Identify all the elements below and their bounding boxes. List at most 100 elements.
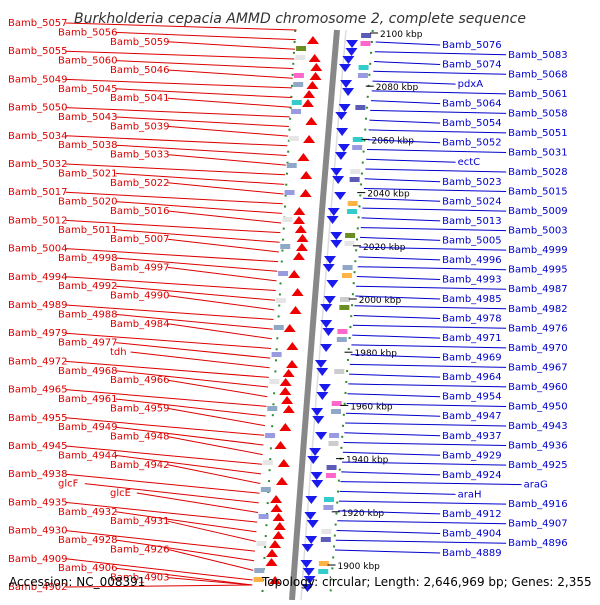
label-leader-line	[115, 31, 296, 41]
reverse-gene-arrow	[324, 256, 337, 264]
forward-gene-arrow	[289, 306, 302, 314]
label-leader-line	[364, 178, 441, 183]
label-leader-line	[167, 323, 272, 340]
gene-label-left: Bamb_5055	[8, 46, 68, 57]
gene-label-left: Bamb_4994	[8, 272, 68, 283]
label-leader-line	[65, 332, 272, 349]
label-leader-line	[335, 539, 507, 544]
reverse-gene-arrow	[334, 152, 347, 160]
label-leader-line	[374, 61, 441, 66]
label-leader-line	[65, 135, 288, 147]
gene-label-right: Bamb_5051	[508, 128, 568, 139]
label-leader-line	[65, 50, 295, 60]
gene-label-right: Bamb_4969	[442, 353, 502, 364]
label-leader-line	[65, 558, 253, 581]
label-leader-line	[349, 363, 507, 368]
cog-class-block	[336, 337, 347, 342]
forward-gene-arrow	[274, 441, 287, 449]
forward-gene-arrow	[288, 270, 301, 278]
gene-label-right: Bamb_4964	[442, 372, 502, 383]
cog-class-block	[296, 46, 307, 51]
label-leader-line	[167, 266, 277, 282]
gene-label-right: Bamb_5052	[442, 138, 502, 149]
forward-gene-arrow	[286, 360, 299, 368]
label-leader-line	[65, 360, 269, 378]
forward-gene-arrow	[299, 189, 312, 197]
gene-label-right: Bamb_5024	[442, 196, 502, 207]
tick-label: 2000 kbp	[359, 296, 402, 306]
gene-label-left: Bamb_5060	[58, 56, 118, 67]
forward-gene-arrow	[282, 405, 295, 413]
gene-label-left: Bamb_4989	[8, 300, 68, 311]
cog-class-block	[349, 177, 360, 182]
gene-label-left: tdh	[110, 347, 127, 358]
label-leader-line	[342, 451, 441, 456]
gene-label-right: Bamb_4954	[442, 392, 502, 403]
label-leader-line	[340, 481, 522, 486]
label-leader-line	[115, 60, 294, 70]
label-leader-line	[167, 548, 254, 571]
gene-label-right: Bamb_5068	[508, 69, 568, 80]
forward-gene-arrow	[294, 225, 307, 233]
reverse-gene-arrow	[327, 208, 340, 216]
label-leader-line	[367, 139, 441, 144]
cog-class-block	[291, 100, 302, 105]
tick-label: 1960 kbp	[350, 402, 393, 412]
cog-class-block	[323, 505, 334, 510]
cog-class-block	[318, 561, 329, 566]
reverse-gene-arrow	[332, 176, 345, 184]
forward-gene-arrow	[308, 54, 321, 62]
gene-label-left: Bamb_4992	[58, 281, 118, 292]
gene-label-left: Bamb_4906	[58, 563, 118, 574]
label-leader-line	[65, 248, 279, 263]
gene-label-left: Bamb_4932	[58, 507, 118, 518]
label-leader-line	[115, 285, 276, 301]
forward-gene-arrow	[310, 63, 323, 71]
forward-gene-arrow	[269, 540, 282, 548]
gene-label-left: Bamb_4902	[8, 582, 68, 593]
gene-label-right: araG	[524, 480, 548, 491]
cog-class-block	[291, 109, 302, 114]
label-leader-line	[167, 577, 253, 586]
gene-label-left: Bamb_5016	[110, 206, 170, 217]
reverse-gene-arrow	[318, 384, 331, 392]
gene-label-right: pdxA	[458, 79, 484, 90]
gene-label-right: Bamb_4947	[442, 411, 502, 422]
reverse-gene-arrow	[311, 480, 324, 488]
label-leader-line	[115, 144, 287, 156]
gene-label-right: Bamb_4950	[508, 401, 568, 412]
reverse-gene-arrow	[303, 576, 316, 584]
cog-class-block	[295, 55, 306, 60]
cog-class-block	[360, 41, 371, 46]
genome-summary-text: Topology: circular; Length: 2,646,969 bp…	[261, 575, 592, 589]
gene-label-left: Bamb_4959	[110, 403, 170, 414]
forward-gene-arrow	[273, 522, 286, 530]
forward-gene-arrow	[291, 288, 304, 296]
reverse-gene-arrow	[304, 512, 317, 520]
label-leader-line	[65, 389, 267, 407]
label-leader-line	[348, 383, 507, 388]
cog-class-block	[271, 352, 282, 357]
gene-label-right: Bamb_4943	[508, 421, 568, 432]
forward-gene-arrow	[303, 135, 316, 143]
gene-label-right: Bamb_4970	[508, 343, 568, 354]
gene-label-right: Bamb_4987	[508, 284, 568, 295]
label-leader-line	[352, 324, 507, 329]
reverse-gene-arrow	[300, 560, 313, 568]
gene-label-left: Bamb_4979	[8, 328, 68, 339]
label-leader-line	[65, 219, 281, 234]
label-leader-line	[167, 464, 261, 485]
label-leader-line	[354, 305, 507, 310]
gene-label-right: Bamb_4924	[442, 470, 502, 481]
label-leader-line	[65, 276, 276, 292]
cog-class-block	[326, 465, 337, 470]
gene-label-right: Bamb_5083	[508, 50, 568, 61]
gene-label-left: Bamb_5049	[8, 74, 68, 85]
cog-class-block	[341, 273, 352, 278]
gene-label-right: Bamb_4936	[508, 441, 568, 452]
label-leader-line	[115, 370, 269, 388]
cog-class-block	[321, 529, 332, 534]
gene-label-left: Bamb_4977	[58, 338, 118, 349]
gene-label-right: Bamb_4937	[442, 431, 502, 442]
label-leader-line	[167, 154, 286, 166]
